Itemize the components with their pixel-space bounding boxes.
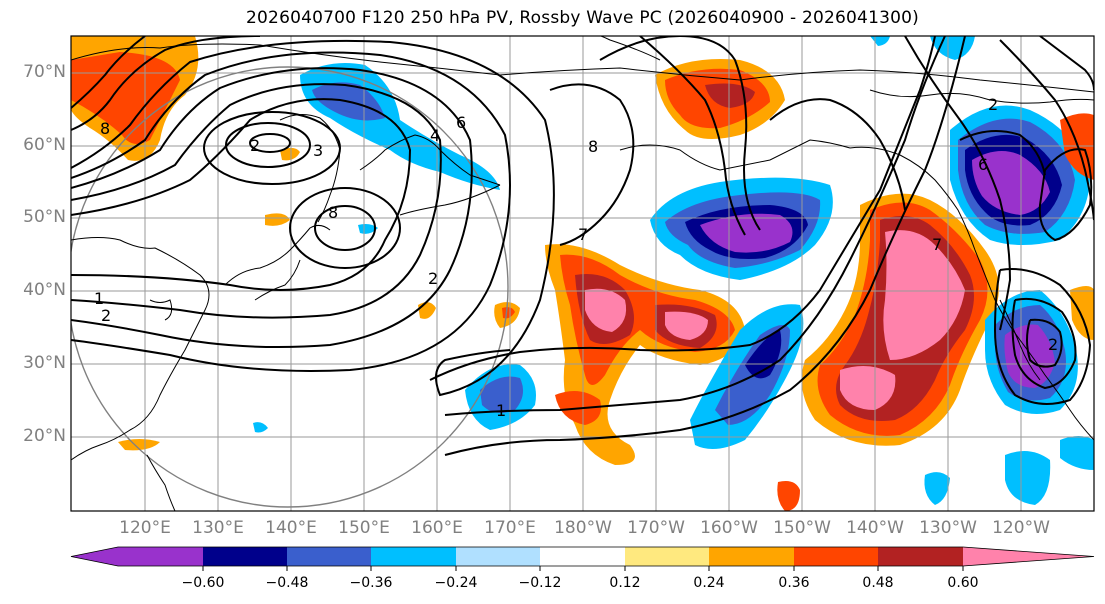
anomaly-negative-region <box>924 472 950 505</box>
lon-label: 160°W <box>700 518 758 538</box>
contour-label: 3 <box>313 141 323 160</box>
contour-label: 8 <box>100 119 110 138</box>
colorbar-tick-label: −0.24 <box>434 575 478 591</box>
lon-label: 120°E <box>119 518 171 538</box>
colorbar-swatch <box>287 547 371 566</box>
anomaly-positive-region <box>100 36 150 45</box>
colorbar-extend-min <box>71 547 118 566</box>
colorbar-swatch <box>203 547 287 566</box>
anomaly-negative-region <box>972 151 1050 215</box>
anomaly-positive-region <box>280 147 300 161</box>
colorbar-swatch <box>878 547 963 566</box>
colorbar-tick-label: −0.48 <box>265 575 309 591</box>
contour-label: 2 <box>250 136 260 155</box>
anomaly-positive-region <box>265 213 290 226</box>
contour-label: 2 <box>1048 335 1058 354</box>
lat-label: 50°N <box>23 207 66 227</box>
lat-label: 40°N <box>23 280 66 300</box>
colorbar <box>70 546 1095 571</box>
map-title: 2026040700 F120 250 hPa PV, Rossby Wave … <box>246 8 919 28</box>
colorbar-tick-label: 0.24 <box>693 575 725 591</box>
contour-label: 8 <box>588 137 598 156</box>
anomaly-positive-region <box>883 230 965 360</box>
lon-label: 140°W <box>846 518 904 538</box>
anomaly-negative-region <box>700 213 793 253</box>
anomaly-positive-region <box>502 307 515 319</box>
contour-label: 8 <box>328 203 338 222</box>
anomaly-positive-region <box>777 481 800 511</box>
anomaly-positive-region <box>71 52 180 144</box>
lon-label: 160°E <box>411 518 463 538</box>
lon-label: 170°E <box>484 518 536 538</box>
lon-label: 150°W <box>773 518 831 538</box>
anomaly-positive-region <box>840 366 896 410</box>
anomaly-negative-region <box>1005 451 1051 505</box>
lon-label: 150°E <box>338 518 390 538</box>
colorbar-swatch <box>794 547 878 566</box>
anomaly-negative-region <box>745 330 782 379</box>
anomaly-negative-region <box>253 422 268 433</box>
contour-label-group: 8 2 3 4 6 8 8 7 1 2 2 1 2 7 6 2 <box>94 95 1058 420</box>
anomaly-positive-region <box>665 311 708 340</box>
lat-label: 70°N <box>23 62 66 82</box>
colorbar-swatch <box>709 547 794 566</box>
anomaly-negative-region <box>358 224 378 234</box>
anomaly-positive-region <box>118 439 160 451</box>
anomaly-positive-region <box>1070 286 1094 340</box>
contour-label: 1 <box>94 289 104 308</box>
colorbar-swatch <box>456 547 540 566</box>
colorbar-tick-label: 0.60 <box>947 575 979 591</box>
lon-label: 130°E <box>192 518 244 538</box>
colorbar-extend-max <box>963 547 1094 566</box>
colorbar-swatch <box>625 547 709 566</box>
radius-circle <box>71 66 509 508</box>
colorbar-outline <box>70 546 1095 567</box>
contour-label: 6 <box>978 155 988 174</box>
lat-label: 30°N <box>23 353 66 373</box>
colorbar-tick-label: 0.36 <box>778 575 810 591</box>
lon-label: 180°W <box>554 518 612 538</box>
lon-label: 130°W <box>919 518 977 538</box>
contour-label: 7 <box>932 235 942 254</box>
contour-label: 6 <box>456 113 466 132</box>
colorbar-tick-label: 0.12 <box>609 575 641 591</box>
anomaly-negative-region <box>1060 436 1094 470</box>
colorbar-swatch <box>118 547 203 566</box>
lat-label: 60°N <box>23 135 66 155</box>
contour-label: 2 <box>988 95 998 114</box>
anomaly-negative-region <box>480 376 524 414</box>
plot-frame <box>70 35 1095 512</box>
colorbar-tick-label: −0.12 <box>518 575 562 591</box>
contour-label: 1 <box>496 401 506 420</box>
colorbar-tick-label: −0.36 <box>349 575 393 591</box>
lon-label: 170°W <box>627 518 685 538</box>
lon-label: 140°E <box>265 518 317 538</box>
pv-contours <box>71 36 1094 456</box>
anomaly-positive-region <box>585 288 627 332</box>
lon-label: 120°W <box>992 518 1050 538</box>
colorbar-tick-label: −0.60 <box>181 575 225 591</box>
contour-label: 7 <box>578 225 588 244</box>
contour-label: 4 <box>430 126 440 145</box>
lat-label: 20°N <box>23 426 66 446</box>
gridlines <box>71 36 1094 511</box>
colorbar-swatch <box>371 547 456 566</box>
contour-label: 2 <box>428 269 438 288</box>
colorbar-swatch <box>540 547 625 566</box>
contour-label: 2 <box>101 306 111 325</box>
colorbar-tick-label: 0.48 <box>862 575 894 591</box>
